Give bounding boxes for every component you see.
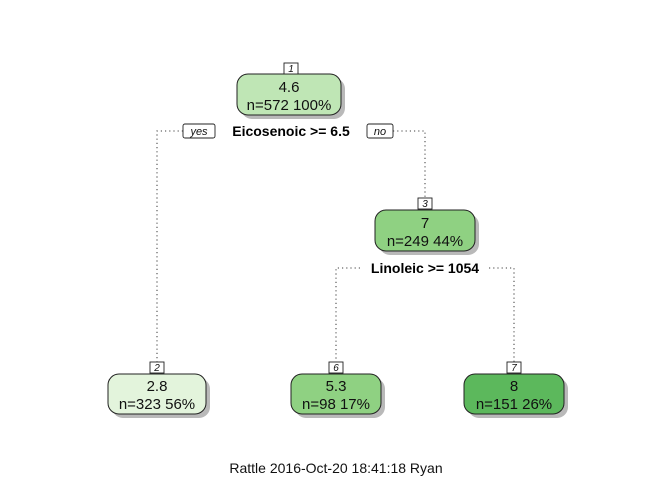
tree-edges <box>156 130 515 362</box>
node-6-count: n=98 17% <box>302 396 370 413</box>
node-7-count: n=151 26% <box>476 396 552 413</box>
node-7-box <box>463 373 565 415</box>
node-1-id-box <box>283 62 299 75</box>
node-3-id-box <box>417 197 433 210</box>
edge-1-to-3 <box>393 130 426 198</box>
yes-label: yes <box>189 126 208 138</box>
edge-3-to-6 <box>335 267 360 362</box>
node-3-box <box>374 209 476 252</box>
split-root-label: Eicosenoic >= 6.5 <box>232 123 350 139</box>
node-1-value: 4.6 <box>279 79 300 96</box>
node-6-id: 6 <box>333 363 339 374</box>
node-6-id-box <box>328 361 344 374</box>
tree-node-1: 1 4.6 n=572 100% <box>236 62 345 119</box>
node-7-value: 8 <box>510 378 518 395</box>
no-label: no <box>374 126 386 138</box>
node-3-count: n=249 44% <box>387 233 463 250</box>
node-2-id-box <box>149 361 165 374</box>
split-node-3-label: Linoleic >= 1054 <box>371 260 479 276</box>
node-1-id: 1 <box>288 64 294 75</box>
yes-label-box <box>182 123 216 139</box>
node-3-id: 3 <box>422 199 428 210</box>
node-2-count: n=323 56% <box>119 396 195 413</box>
node-2-id: 2 <box>153 363 160 374</box>
node-7-id-box <box>506 361 522 374</box>
split-root: yes Eicosenoic >= 6.5 no <box>182 123 394 139</box>
node-6-value: 5.3 <box>326 378 347 395</box>
no-label-box <box>366 123 394 139</box>
tree-node-7: 7 8 n=151 26% <box>463 361 568 418</box>
tree-node-6: 6 5.3 n=98 17% <box>290 361 385 418</box>
node-2-value: 2.8 <box>147 378 168 395</box>
edge-1-to-2 <box>156 130 183 362</box>
tree-node-2: 2 2.8 n=323 56% <box>107 361 210 418</box>
edge-3-to-7 <box>489 267 515 362</box>
node-7-id: 7 <box>511 363 517 374</box>
footer-caption: Rattle 2016-Oct-20 18:41:18 Ryan <box>229 460 443 476</box>
node-1-count: n=572 100% <box>247 97 332 114</box>
node-2-box <box>107 373 207 415</box>
tree-node-3: 3 7 n=249 44% <box>374 197 479 255</box>
node-3-value: 7 <box>421 215 429 232</box>
node-6-box <box>290 373 382 415</box>
